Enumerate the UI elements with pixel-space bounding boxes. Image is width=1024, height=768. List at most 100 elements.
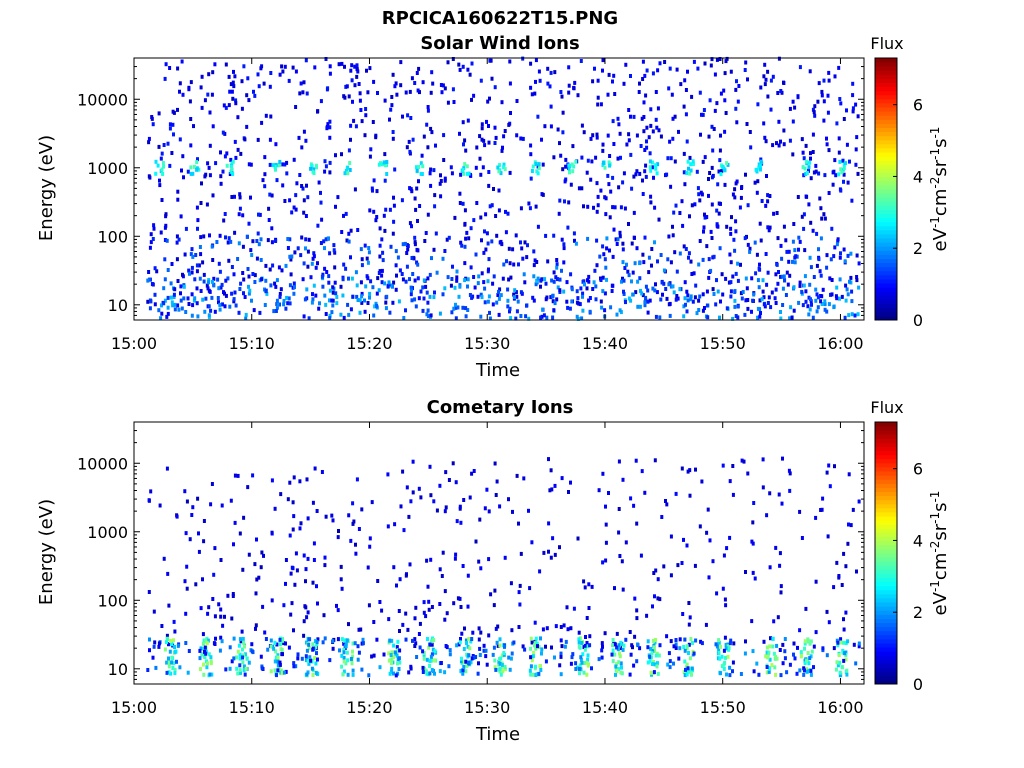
- flux-cell: [433, 193, 437, 198]
- flux-cell: [562, 289, 566, 294]
- flux-cell: [273, 668, 277, 673]
- flux-cell: [710, 124, 714, 129]
- flux-cell: [237, 310, 241, 315]
- flux-cell: [654, 314, 658, 319]
- flux-cell: [486, 299, 490, 304]
- colorbar-segment: [875, 209, 897, 214]
- flux-cell: [192, 124, 195, 129]
- flux-cell: [189, 117, 193, 121]
- flux-cell: [180, 59, 184, 64]
- colorbar-segment: [875, 659, 897, 664]
- flux-cell: [426, 584, 430, 589]
- flux-cell: [430, 130, 434, 135]
- flux-cell: [587, 298, 591, 303]
- x-tick-label: 15:50: [700, 334, 746, 353]
- flux-cell: [724, 603, 728, 608]
- flux-cell: [368, 154, 372, 159]
- flux-cell: [541, 192, 545, 197]
- flux-cell: [275, 642, 279, 647]
- flux-cell: [633, 261, 637, 266]
- flux-cell: [196, 496, 200, 501]
- flux-cell: [165, 238, 169, 243]
- flux-cell: [703, 215, 707, 220]
- flux-cell: [288, 301, 292, 306]
- figure-title: RPCICA160622T15.PNG: [382, 8, 618, 29]
- flux-cell: [707, 193, 710, 198]
- flux-cell: [484, 212, 488, 217]
- flux-cell: [243, 644, 246, 649]
- flux-cell: [569, 661, 573, 666]
- flux-cell: [699, 132, 702, 137]
- flux-cell: [405, 485, 409, 490]
- flux-cell: [765, 652, 769, 657]
- flux-cell: [397, 609, 401, 613]
- flux-cell: [844, 161, 847, 166]
- flux-cell: [825, 309, 829, 314]
- flux-cell: [583, 647, 587, 652]
- flux-cell: [812, 170, 816, 175]
- flux-cell: [195, 160, 199, 165]
- flux-cell: [579, 655, 583, 660]
- colorbar-segment: [875, 622, 897, 628]
- flux-cell: [219, 614, 223, 619]
- flux-cell: [358, 298, 362, 303]
- flux-cell: [280, 268, 284, 273]
- flux-cell: [663, 60, 667, 64]
- flux-cell: [675, 269, 679, 274]
- flux-cell: [502, 134, 506, 139]
- flux-cell: [421, 80, 425, 85]
- flux-cell: [434, 143, 437, 148]
- flux-cell: [590, 159, 594, 164]
- flux-cell: [755, 661, 759, 666]
- flux-cell: [323, 266, 327, 271]
- flux-cell: [168, 649, 172, 654]
- flux-cell: [228, 666, 232, 671]
- flux-cell: [698, 198, 702, 203]
- flux-cell: [555, 297, 559, 302]
- flux-cell: [648, 165, 652, 170]
- flux-cell: [298, 173, 302, 177]
- flux-cell: [464, 314, 468, 319]
- flux-cell: [662, 564, 666, 569]
- flux-cell: [228, 172, 232, 176]
- flux-cell: [669, 284, 673, 289]
- flux-cell: [791, 259, 794, 264]
- colorbar-segment: [875, 638, 897, 644]
- colorbar-segment: [875, 148, 897, 153]
- flux-cell: [163, 238, 167, 242]
- x-tick-label: 15:00: [111, 698, 157, 717]
- flux-cell: [377, 271, 381, 275]
- flux-cell: [454, 480, 458, 485]
- flux-cell: [237, 212, 241, 217]
- flux-cell: [476, 294, 480, 299]
- flux-cell: [697, 308, 701, 312]
- flux-cell: [415, 260, 419, 265]
- flux-cell: [342, 656, 346, 660]
- flux-cell: [826, 110, 830, 115]
- flux-cell: [744, 570, 747, 574]
- flux-cell: [287, 645, 291, 650]
- flux-cell: [687, 166, 690, 171]
- flux-cell: [734, 106, 738, 111]
- flux-cell: [453, 285, 457, 290]
- flux-cell: [651, 648, 655, 653]
- flux-cell: [284, 306, 288, 311]
- flux-cell: [693, 295, 697, 300]
- flux-cell: [496, 165, 500, 170]
- flux-cell: [476, 671, 480, 676]
- flux-cell: [276, 653, 280, 658]
- flux-cell: [611, 643, 614, 648]
- flux-cell: [775, 211, 779, 215]
- flux-cell: [422, 296, 426, 301]
- flux-cell: [518, 583, 522, 588]
- flux-cell: [233, 473, 237, 478]
- flux-cell: [793, 656, 797, 661]
- flux-cell: [428, 664, 432, 668]
- flux-cell: [653, 594, 656, 599]
- flux-cell: [267, 206, 271, 211]
- colorbar-segment: [875, 548, 897, 554]
- flux-cell: [475, 145, 479, 150]
- flux-cell: [622, 643, 626, 648]
- flux-cell: [705, 289, 709, 294]
- flux-cell: [387, 280, 391, 285]
